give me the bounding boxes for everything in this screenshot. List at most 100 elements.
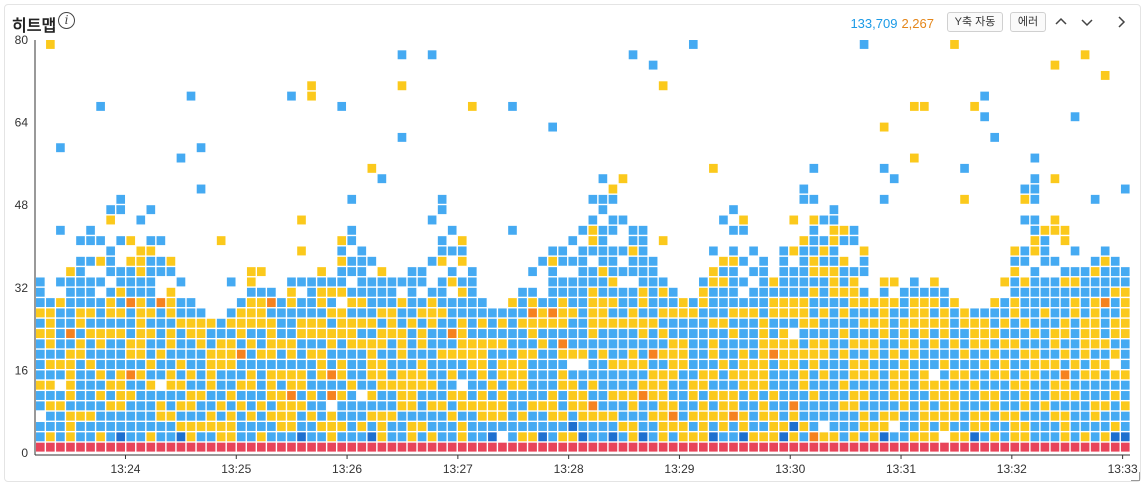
heatmap-cell[interactable] <box>1080 339 1090 349</box>
heatmap-cell[interactable] <box>960 163 969 173</box>
heatmap-cell[interactable] <box>1090 411 1100 421</box>
heatmap-cell[interactable] <box>417 339 427 349</box>
heatmap-cell[interactable] <box>1110 391 1120 400</box>
heatmap-cell[interactable] <box>809 329 819 339</box>
heatmap-cell[interactable] <box>1010 411 1020 421</box>
heatmap-cell[interactable] <box>608 246 618 256</box>
heatmap-cell[interactable] <box>96 422 105 431</box>
heatmap-cell[interactable] <box>337 349 347 359</box>
heatmap-cell[interactable] <box>367 432 377 442</box>
heatmap-cell[interactable] <box>246 267 256 277</box>
heatmap-cell[interactable] <box>628 267 638 277</box>
heatmap-cell[interactable] <box>427 215 437 225</box>
heatmap-cell[interactable] <box>588 391 598 400</box>
heatmap-cell[interactable] <box>1030 287 1040 297</box>
heatmap-cell[interactable] <box>588 194 598 204</box>
heatmap-cell[interactable] <box>76 401 85 411</box>
heatmap-cell[interactable] <box>1050 308 1060 318</box>
heatmap-cell[interactable] <box>246 432 256 442</box>
heatmap-cell[interactable] <box>588 277 598 287</box>
heatmap-cell[interactable] <box>327 380 336 390</box>
heatmap-cell[interactable] <box>739 277 748 287</box>
heatmap-cell[interactable] <box>739 329 748 339</box>
heatmap-cell[interactable] <box>638 370 648 380</box>
heatmap-cell[interactable] <box>960 194 969 204</box>
heatmap-cell[interactable] <box>126 236 136 246</box>
heatmap-cell[interactable] <box>950 298 959 308</box>
heatmap-cell[interactable] <box>1030 308 1040 318</box>
heatmap-cell[interactable] <box>327 277 336 287</box>
heatmap-cell[interactable] <box>719 370 728 380</box>
heatmap-cell[interactable] <box>769 391 778 400</box>
heatmap-cell[interactable] <box>749 360 758 369</box>
heatmap-cell[interactable] <box>578 318 588 328</box>
heatmap-cell[interactable] <box>236 432 246 442</box>
heatmap-cell[interactable] <box>809 287 819 297</box>
heatmap-cell[interactable] <box>176 360 186 369</box>
heatmap-cell[interactable] <box>267 370 276 380</box>
heatmap-cell[interactable] <box>427 432 437 442</box>
heatmap-cell[interactable] <box>467 277 477 287</box>
heatmap-cell[interactable] <box>869 349 879 359</box>
heatmap-cell[interactable] <box>739 360 748 369</box>
heatmap-cell[interactable] <box>126 401 136 411</box>
heatmap-cell[interactable] <box>287 442 296 452</box>
heatmap-cell[interactable] <box>668 432 678 442</box>
heatmap-cell[interactable] <box>267 298 276 308</box>
heatmap-cell[interactable] <box>809 308 819 318</box>
heatmap-cell[interactable] <box>668 422 678 431</box>
heatmap-cell[interactable] <box>257 380 266 390</box>
heatmap-cell[interactable] <box>1040 225 1050 235</box>
heatmap-cell[interactable] <box>920 308 929 318</box>
heatmap-cell[interactable] <box>909 277 919 287</box>
heatmap-cell[interactable] <box>889 277 899 287</box>
heatmap-cell[interactable] <box>357 298 367 308</box>
heatmap-cell[interactable] <box>478 329 487 339</box>
heatmap-cell[interactable] <box>1080 380 1090 390</box>
heatmap-cell[interactable] <box>86 391 95 400</box>
heatmap-cell[interactable] <box>297 318 306 328</box>
heatmap-cell[interactable] <box>568 256 578 266</box>
heatmap-cell[interactable] <box>337 329 347 339</box>
heatmap-cell[interactable] <box>628 432 638 442</box>
heatmap-cell[interactable] <box>699 422 708 431</box>
heatmap-cell[interactable] <box>980 401 989 411</box>
heatmap-cell[interactable] <box>618 442 628 452</box>
heatmap-cell[interactable] <box>367 329 377 339</box>
heatmap-cell[interactable] <box>598 442 608 452</box>
heatmap-cell[interactable] <box>518 298 527 308</box>
heatmap-cell[interactable] <box>528 370 537 380</box>
heatmap-cell[interactable] <box>809 349 819 359</box>
heatmap-cell[interactable] <box>176 153 186 163</box>
heatmap-cell[interactable] <box>889 318 899 328</box>
heatmap-cell[interactable] <box>498 349 507 359</box>
heatmap-cell[interactable] <box>618 380 628 390</box>
heatmap-cell[interactable] <box>417 391 427 400</box>
heatmap-cell[interactable] <box>819 298 829 308</box>
heatmap-cell[interactable] <box>317 349 326 359</box>
heatmap-cell[interactable] <box>899 380 909 390</box>
heatmap-cell[interactable] <box>1110 329 1120 339</box>
heatmap-cell[interactable] <box>277 308 286 318</box>
heatmap-cell[interactable] <box>688 329 698 339</box>
heatmap-cell[interactable] <box>508 329 517 339</box>
heatmap-cell[interactable] <box>538 401 547 411</box>
heatmap-cell[interactable] <box>839 277 849 287</box>
heatmap-cell[interactable] <box>709 391 718 400</box>
heatmap-cell[interactable] <box>799 432 809 442</box>
heatmap-cell[interactable] <box>437 370 447 380</box>
heatmap-cell[interactable] <box>417 411 427 421</box>
heatmap-cell[interactable] <box>578 246 588 256</box>
heatmap-cell[interactable] <box>1110 308 1120 318</box>
heatmap-cell[interactable] <box>909 318 919 328</box>
heatmap-cell[interactable] <box>447 225 457 235</box>
heatmap-cell[interactable] <box>799 236 809 246</box>
heatmap-cell[interactable] <box>226 432 236 442</box>
heatmap-cell[interactable] <box>829 349 839 359</box>
heatmap-cell[interactable] <box>257 442 266 452</box>
heatmap-cell[interactable] <box>196 380 206 390</box>
heatmap-cell[interactable] <box>186 422 196 431</box>
heatmap-cell[interactable] <box>377 370 387 380</box>
heatmap-cell[interactable] <box>980 411 989 421</box>
heatmap-cell[interactable] <box>598 174 608 184</box>
